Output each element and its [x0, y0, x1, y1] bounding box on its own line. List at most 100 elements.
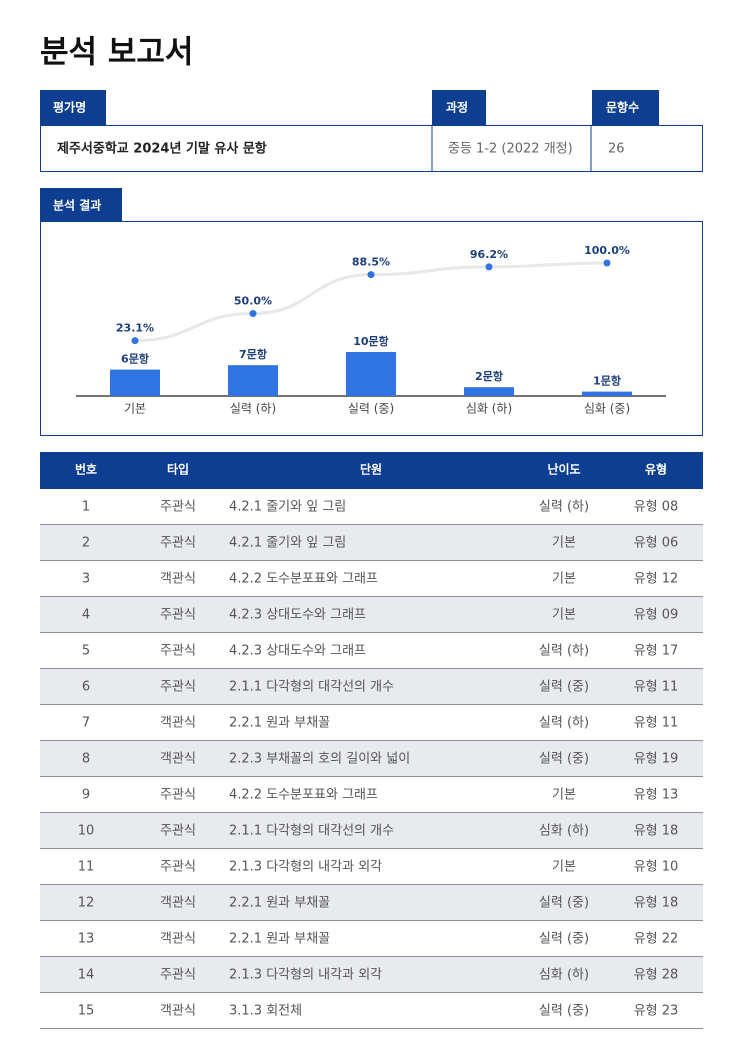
table-row — [40, 921, 703, 957]
cell: 4.2.3 상대도수와 그래프 — [229, 644, 366, 659]
cell: 유형 22 — [634, 932, 679, 947]
cell: 객관식 — [160, 572, 196, 587]
point-label: 50.0% — [234, 295, 272, 308]
x-tick-label: 심화 (중) — [584, 402, 630, 416]
info-label: 평가명 — [53, 100, 86, 115]
cell: 기본 — [552, 788, 576, 803]
table-row — [40, 669, 703, 705]
cell: 실력 (하) — [539, 500, 589, 515]
bar-label: 1문항 — [593, 374, 621, 388]
cell: 기본 — [552, 608, 576, 623]
cell: 4 — [82, 608, 90, 623]
table-header — [40, 452, 703, 489]
cell: 유형 11 — [634, 716, 679, 731]
point-label: 100.0% — [584, 244, 630, 257]
info-label: 문항수 — [606, 100, 639, 115]
cell: 유형 18 — [634, 896, 679, 911]
bar-label: 7문항 — [239, 347, 267, 361]
column-header: 유형 — [645, 462, 667, 477]
point — [249, 310, 257, 317]
cell: 13 — [78, 932, 95, 947]
cell: 5 — [82, 644, 90, 659]
table-row — [40, 777, 703, 813]
info-value: 제주서중학교 2024년 기말 유사 문항 — [57, 141, 267, 157]
cell: 유형 13 — [634, 788, 679, 803]
cell: 2.1.3 다각형의 내각과 외각 — [229, 968, 382, 983]
cell: 4.2.3 상대도수와 그래프 — [229, 608, 366, 623]
bar-label: 6문항 — [121, 352, 149, 366]
cell: 실력 (하) — [539, 644, 589, 659]
cell: 유형 19 — [634, 752, 679, 767]
cell: 객관식 — [160, 932, 196, 947]
cell: 기본 — [552, 536, 576, 551]
cell: 실력 (하) — [539, 716, 589, 731]
cell: 유형 23 — [634, 1004, 679, 1019]
cell: 객관식 — [160, 752, 196, 767]
cell: 14 — [78, 968, 95, 983]
point — [131, 337, 139, 345]
cell: 기본 — [552, 572, 576, 587]
cell: 2.2.1 원과 부채꼴 — [229, 716, 330, 731]
cell: 주관식 — [160, 608, 196, 623]
point-label: 23.1% — [116, 322, 154, 335]
cell: 실력 (중) — [539, 1004, 589, 1019]
cell: 2.1.1 다각형의 대각선의 개수 — [229, 824, 394, 839]
tab — [40, 90, 106, 125]
cell: 3 — [82, 572, 90, 587]
cell: 심화 (하) — [539, 824, 589, 839]
bar — [110, 369, 160, 396]
cell: 2.2.1 원과 부채꼴 — [229, 896, 330, 911]
tab — [592, 90, 659, 125]
cell: 2.1.3 다각형의 내각과 외각 — [229, 860, 382, 875]
x-tick-label: 실력 (하) — [230, 402, 276, 416]
point — [367, 271, 375, 279]
info-value: 중등 1-2 (2022 개정) — [448, 142, 573, 157]
cell: 11 — [78, 860, 95, 875]
cell: 주관식 — [160, 680, 196, 695]
cell: 기본 — [552, 860, 576, 875]
bar — [582, 391, 632, 396]
column-header: 번호 — [75, 462, 97, 477]
cell: 15 — [78, 1004, 95, 1019]
tab — [432, 90, 486, 125]
cell: 4.2.1 줄기와 잎 그림 — [229, 500, 346, 515]
point-label: 88.5% — [352, 256, 390, 269]
cell: 유형 11 — [634, 680, 679, 695]
table-row — [40, 813, 703, 849]
cell: 주관식 — [160, 536, 196, 551]
cell: 유형 08 — [634, 500, 679, 515]
x-tick-label: 기본 — [124, 402, 146, 416]
chart-box — [40, 221, 703, 436]
table-row — [40, 705, 703, 741]
table: 번호 타입 단원 난이도 유형1 주관식 4.2.1 줄기와 잎 그림 실력 (하) 유형 08… — [40, 452, 703, 1029]
column-header: 타입 — [167, 462, 189, 477]
cell: 유형 17 — [634, 644, 679, 659]
cell: 유형 12 — [634, 572, 679, 587]
cell: 7 — [82, 716, 90, 731]
bar — [464, 387, 514, 396]
cell: 4.2.1 줄기와 잎 그림 — [229, 536, 346, 551]
table-row — [40, 993, 703, 1029]
cell: 주관식 — [160, 824, 196, 839]
cell: 주관식 — [160, 644, 196, 659]
cell: 실력 (중) — [539, 932, 589, 947]
cell: 유형 10 — [634, 860, 679, 875]
page-title: 분석 보고서 — [40, 35, 193, 71]
cell: 4.2.2 도수분포표와 그래프 — [229, 788, 378, 803]
cell: 2.1.1 다각형의 대각선의 개수 — [229, 680, 394, 695]
cell: 2.2.3 부채꼴의 호의 길이와 넓이 — [229, 752, 410, 767]
bar-label: 10문항 — [353, 334, 389, 348]
cell: 심화 (하) — [539, 968, 589, 983]
cell: 주관식 — [160, 968, 196, 983]
table-row — [40, 633, 703, 669]
table-row — [40, 489, 703, 525]
info-label: 과정 — [446, 100, 468, 115]
table-row — [40, 885, 703, 921]
info-box — [40, 125, 703, 172]
column-header: 난이도 — [547, 462, 580, 477]
cell: 3.1.3 회전체 — [229, 1004, 302, 1019]
table-row — [40, 561, 703, 597]
